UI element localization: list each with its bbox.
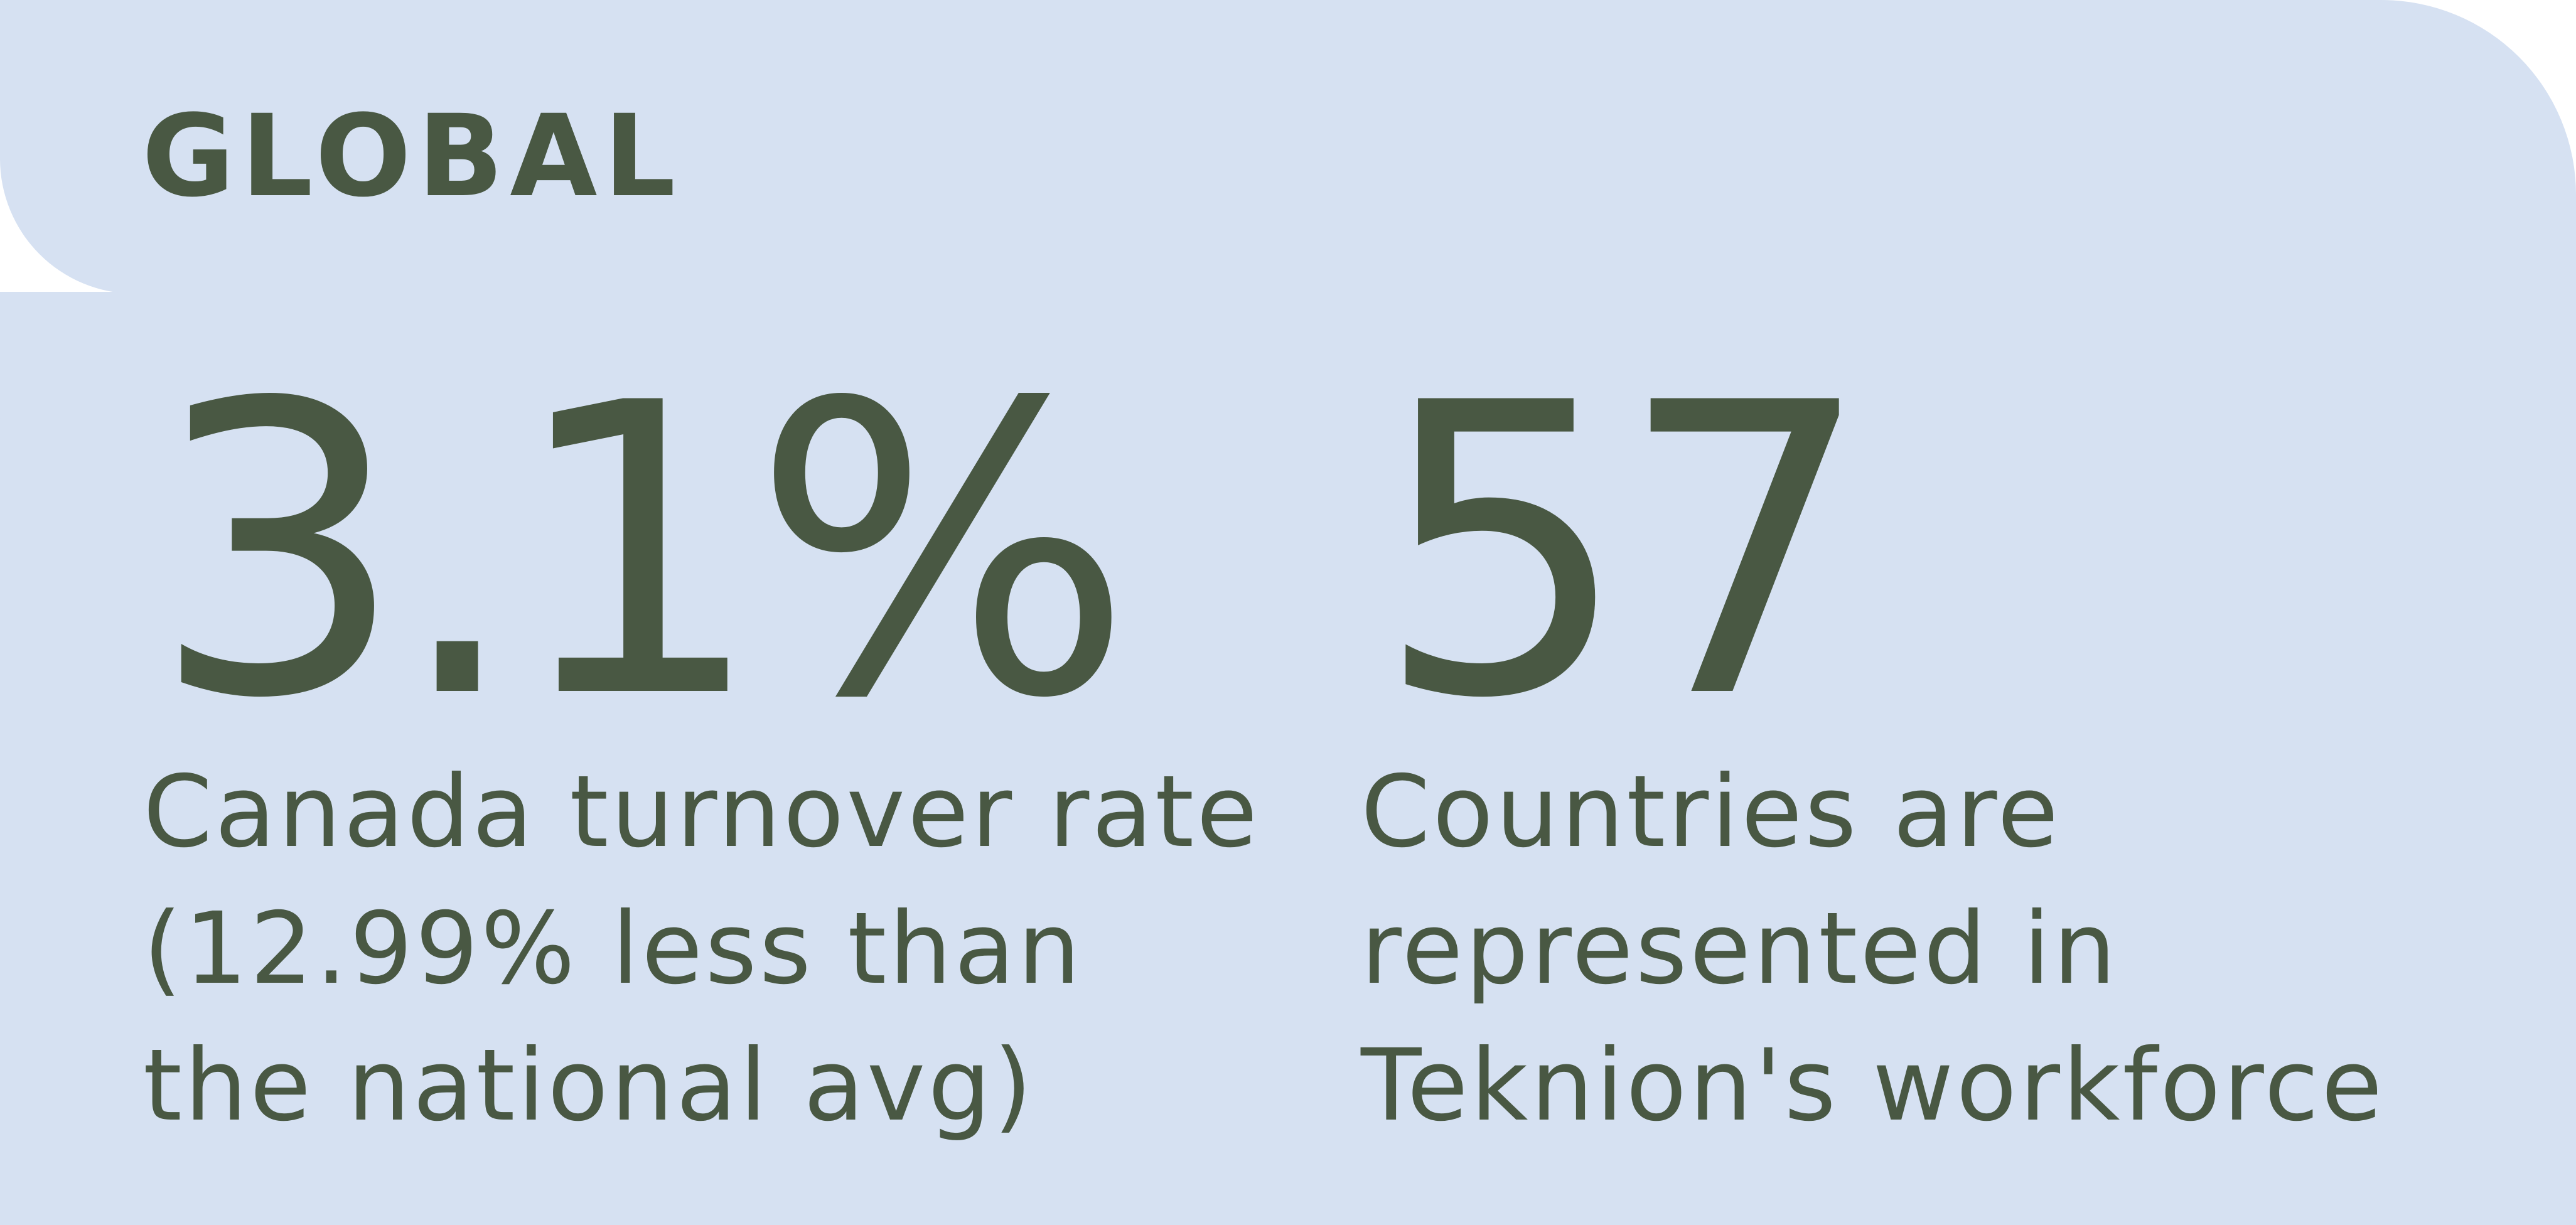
turnover-rate-value: 3.1% xyxy=(151,318,1134,786)
section-heading: GLOBAL xyxy=(142,91,682,222)
card-body-corner xyxy=(0,292,135,480)
turnover-rate-caption: Canada turnover rate (12.99% less than t… xyxy=(143,754,1260,1143)
countries-count-caption: Countries are represented in Teknion's w… xyxy=(1361,754,2385,1143)
countries-count-value: 57 xyxy=(1375,318,1873,786)
